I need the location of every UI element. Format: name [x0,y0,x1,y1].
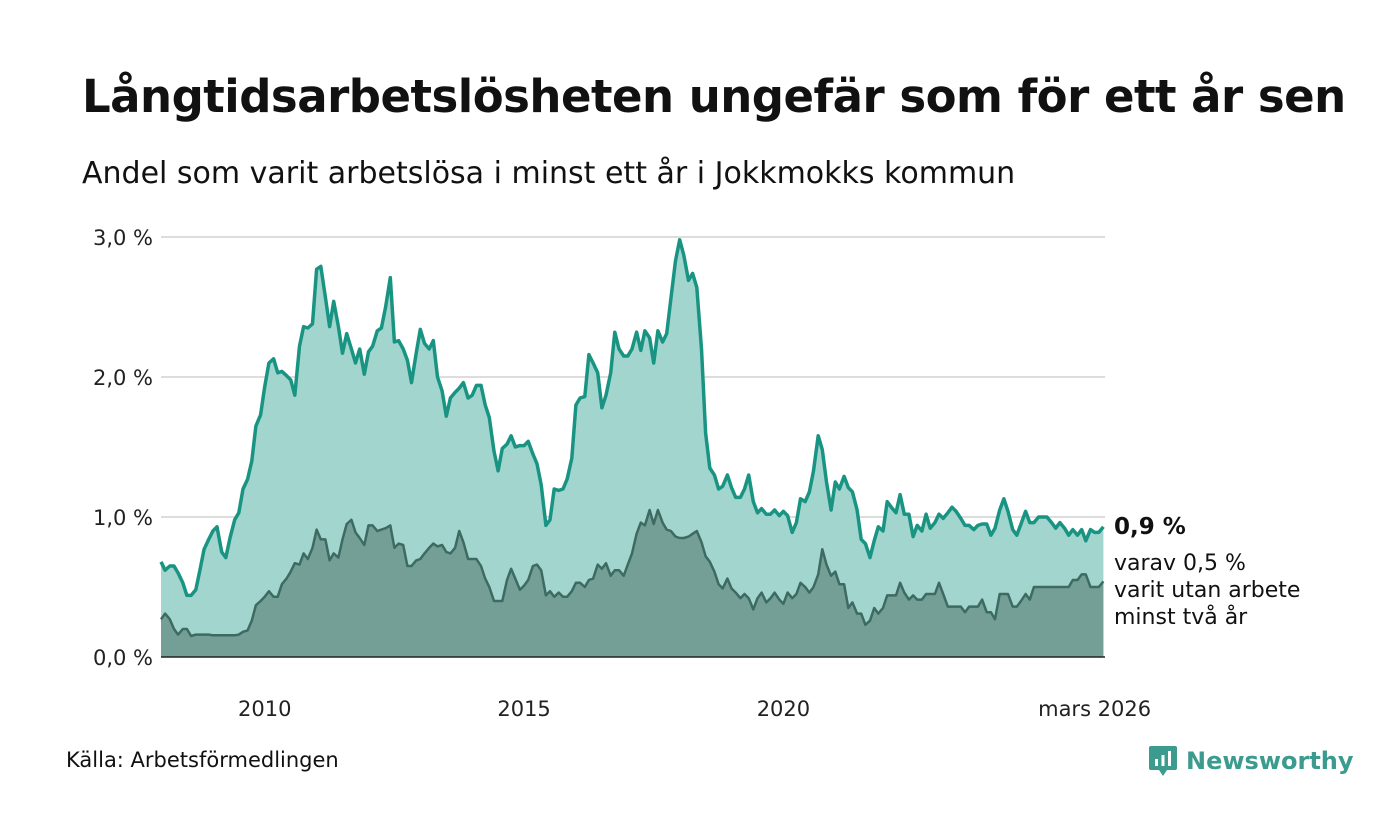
y-tick-label-1: 1,0 % [93,506,153,530]
chart-title: Långtidsarbetslösheten ungefär som för e… [82,70,1346,123]
brand-name: Newsworthy [1186,747,1354,775]
y-tick-label-0: 0,0 % [93,646,153,670]
x-tick-label-3: mars 2026 [1038,697,1151,720]
brand-logo: Newsworthy [1148,744,1354,778]
annotation-main: 0,9 % [1114,514,1186,540]
y-tick-label-2: 2,0 % [93,366,153,390]
y-tick-label-3: 3,0 % [93,226,153,250]
annotation: 0,9 % varav 0,5 % varit utan arbete mins… [1114,514,1300,630]
annotation-sub-line-2: varit utan arbete [1114,578,1300,603]
annotation-sub-line-1: varav 0,5 % [1114,551,1246,576]
line-two-years [159,508,1105,638]
annotation-sub-line-3: minst två år [1114,604,1248,630]
axes: 0,0 % 1,0 % 2,0 % 3,0 % 2010 2015 2020 mars 202… [93,226,1151,720]
x-tick-label-2: 2020 [757,697,810,720]
newsworthy-icon [1149,746,1177,776]
source-note: Källa: Arbetsförmedlingen [66,748,339,772]
areas [159,238,1105,658]
x-tick-label-1: 2015 [497,697,550,720]
x-tick-label-0: 2010 [238,697,291,720]
chart-subtitle: Andel som varit arbetslösa i minst ett å… [82,156,1016,191]
line-long-term-unemployed [159,238,1105,598]
chart: 0,0 % 1,0 % 2,0 % 3,0 % 2010 2015 2020 mars 202… [93,226,1300,720]
